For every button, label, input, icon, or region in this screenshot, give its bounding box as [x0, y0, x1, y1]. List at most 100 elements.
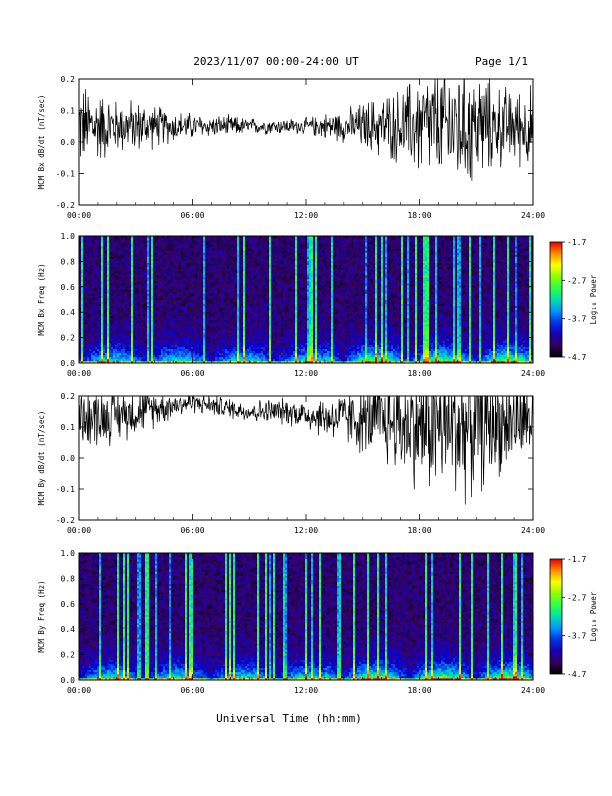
heatmap-cell	[133, 271, 135, 273]
heatmap-cell	[83, 238, 85, 240]
heatmap-cell	[125, 314, 127, 316]
heatmap-cell	[173, 259, 175, 261]
heatmap-cell	[117, 330, 119, 332]
heatmap-cell	[169, 246, 171, 248]
heatmap-cell	[209, 275, 211, 277]
heatmap-cell	[99, 349, 101, 351]
heatmap-cell	[187, 347, 189, 349]
heatmap-cell	[189, 238, 191, 240]
heatmap-cell	[87, 259, 89, 261]
heatmap-cell	[203, 334, 205, 336]
heatmap-cell	[113, 287, 115, 289]
heatmap-cell	[121, 289, 123, 291]
heatmap-cell	[233, 238, 235, 240]
heatmap-cell	[133, 287, 135, 289]
heatmap-cell	[141, 314, 143, 316]
heatmap-cell	[107, 353, 109, 355]
heatmap-cell	[87, 302, 89, 304]
heatmap-cell	[175, 297, 177, 299]
heatmap-cell	[113, 359, 115, 361]
heatmap-cell	[117, 324, 119, 326]
heatmap-cell	[221, 306, 223, 308]
heatmap-cell	[111, 340, 113, 342]
heatmap-cell	[183, 330, 185, 332]
heatmap-cell	[207, 306, 209, 308]
heatmap-cell	[157, 340, 159, 342]
heatmap-cell	[147, 273, 149, 275]
heatmap-cell	[91, 248, 93, 250]
heatmap-cell	[97, 242, 99, 244]
heatmap-cell	[101, 306, 103, 308]
heatmap-cell	[107, 347, 109, 349]
heatmap-cell	[165, 324, 167, 326]
heatmap-cell	[103, 287, 105, 289]
heatmap-cell	[175, 250, 177, 252]
heatmap-cell	[119, 316, 121, 318]
heatmap-cell	[211, 275, 213, 277]
heatmap-cell	[111, 238, 113, 240]
heatmap-cell	[177, 261, 179, 263]
heatmap-cell	[213, 349, 215, 351]
heatmap-cell	[103, 336, 105, 338]
heatmap-cell	[117, 355, 119, 357]
heatmap-cell	[227, 275, 229, 277]
heatmap-cell	[213, 238, 215, 240]
heatmap-cell	[235, 326, 237, 328]
heatmap-cell	[179, 326, 181, 328]
heatmap-cell	[143, 297, 145, 299]
heatmap-cell	[181, 279, 183, 281]
heatmap-cell	[179, 259, 181, 261]
heatmap-cell	[81, 322, 83, 324]
heatmap-cell	[205, 324, 207, 326]
heatmap-cell	[151, 295, 153, 297]
heatmap-cell	[159, 328, 161, 330]
heatmap-cell	[103, 248, 105, 250]
heatmap-cell	[105, 349, 107, 351]
heatmap-cell	[111, 324, 113, 326]
heatmap-cell	[125, 355, 127, 357]
heatmap-cell	[135, 304, 137, 306]
heatmap-cell	[155, 295, 157, 297]
heatmap-cell	[191, 283, 193, 285]
heatmap-cell	[177, 242, 179, 244]
heatmap-cell	[221, 289, 223, 291]
heatmap-cell	[113, 306, 115, 308]
heatmap-cell	[127, 259, 129, 261]
heatmap-cell	[233, 254, 235, 256]
heatmap-cell	[165, 338, 167, 340]
heatmap-cell	[175, 304, 177, 306]
heatmap-cell	[205, 273, 207, 275]
heatmap-cell	[97, 240, 99, 242]
heatmap-cell	[171, 279, 173, 281]
heatmap-cell	[217, 359, 219, 361]
heatmap-cell	[127, 330, 129, 332]
heatmap-cell	[217, 297, 219, 299]
heatmap-cell	[89, 314, 91, 316]
heatmap-cell	[175, 277, 177, 279]
heatmap-cell	[189, 302, 191, 304]
heatmap-cell	[95, 349, 97, 351]
heatmap-cell	[195, 318, 197, 320]
heatmap-cell	[203, 289, 205, 291]
heatmap-cell	[203, 254, 205, 256]
heatmap-cell	[119, 347, 121, 349]
heatmap-cell	[95, 248, 97, 250]
heatmap-cell	[145, 283, 147, 285]
heatmap-cell	[231, 252, 233, 254]
heatmap-cell	[105, 326, 107, 328]
heatmap-cell	[189, 318, 191, 320]
heatmap-cell	[177, 287, 179, 289]
heatmap-cell	[123, 263, 125, 265]
heatmap-cell	[129, 349, 131, 351]
heatmap-cell	[197, 244, 199, 246]
heatmap-cell	[83, 302, 85, 304]
heatmap-cell	[209, 343, 211, 345]
heatmap-cell	[201, 326, 203, 328]
heatmap-cell	[211, 302, 213, 304]
heatmap-cell	[133, 252, 135, 254]
heatmap-cell	[111, 328, 113, 330]
heatmap-cell	[81, 265, 83, 267]
heatmap-cell	[83, 271, 85, 273]
heatmap-cell	[149, 338, 151, 340]
heatmap-cell	[183, 297, 185, 299]
